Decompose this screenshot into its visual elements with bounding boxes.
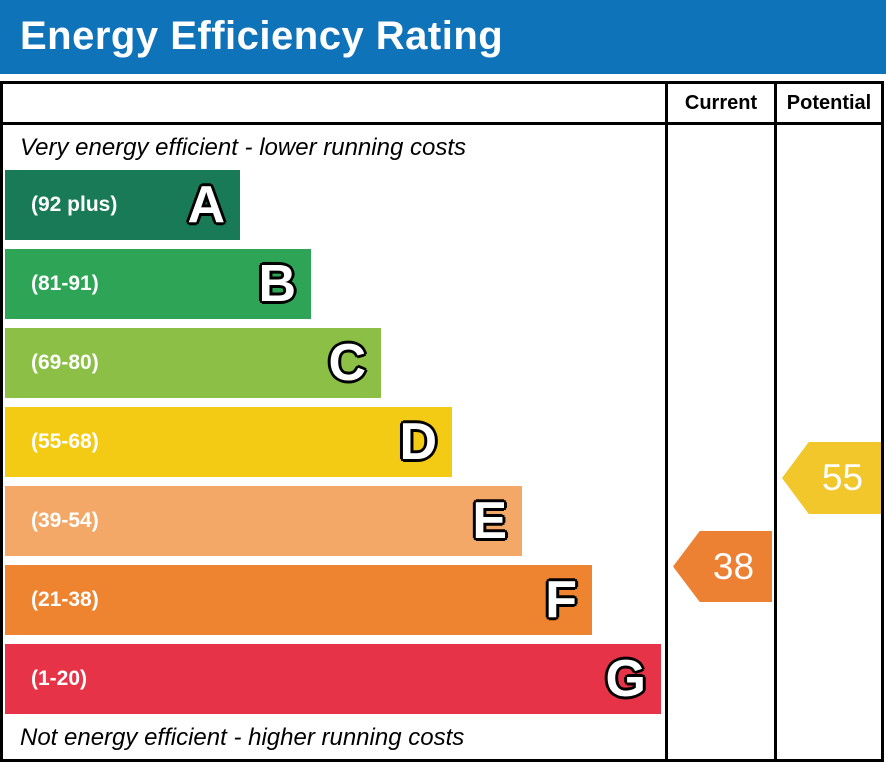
band-range-label: (92 plus): [31, 193, 118, 216]
band-range-label: (39-54): [31, 509, 99, 532]
current-rating-value: 38: [712, 545, 755, 587]
band-range-label: (69-80): [31, 351, 99, 374]
band-bar-c: (69-80) C: [5, 328, 381, 398]
band-letter: A: [187, 176, 225, 234]
band-range-label: (1-20): [31, 667, 88, 690]
note-very-efficient: Very energy efficient - lower running co…: [20, 134, 466, 161]
column-header-potential: Potential: [786, 91, 872, 114]
potential-column-separator: [774, 81, 777, 762]
band-range-label: (55-68): [31, 430, 99, 453]
band-letter: B: [258, 255, 296, 313]
band-bar-e: (39-54) E: [5, 486, 522, 556]
band-bar-g: (1-20) G: [5, 644, 661, 714]
band-bar-f: (21-38) F: [5, 565, 592, 635]
header-row-underline: [0, 122, 884, 125]
band-letter: C: [328, 334, 366, 392]
band-range-label: (81-91): [31, 272, 99, 295]
page-title: Energy Efficiency Rating: [20, 14, 504, 58]
band-letter: E: [472, 492, 507, 550]
current-column-separator: [665, 81, 668, 762]
column-header-current: Current: [684, 91, 758, 114]
band-range-label: (21-38): [31, 588, 99, 611]
band-letter: F: [545, 571, 577, 629]
note-not-efficient: Not energy efficient - higher running co…: [20, 724, 465, 751]
band-bar-d: (55-68) D: [5, 407, 452, 477]
title-bar: Energy Efficiency Rating: [0, 0, 886, 74]
band-letter: D: [399, 413, 437, 471]
band-letter: G: [605, 650, 646, 708]
band-bar-b: (81-91) B: [5, 249, 311, 319]
potential-rating-value: 55: [821, 457, 864, 498]
band-bar-a: (92 plus) A: [5, 170, 240, 240]
